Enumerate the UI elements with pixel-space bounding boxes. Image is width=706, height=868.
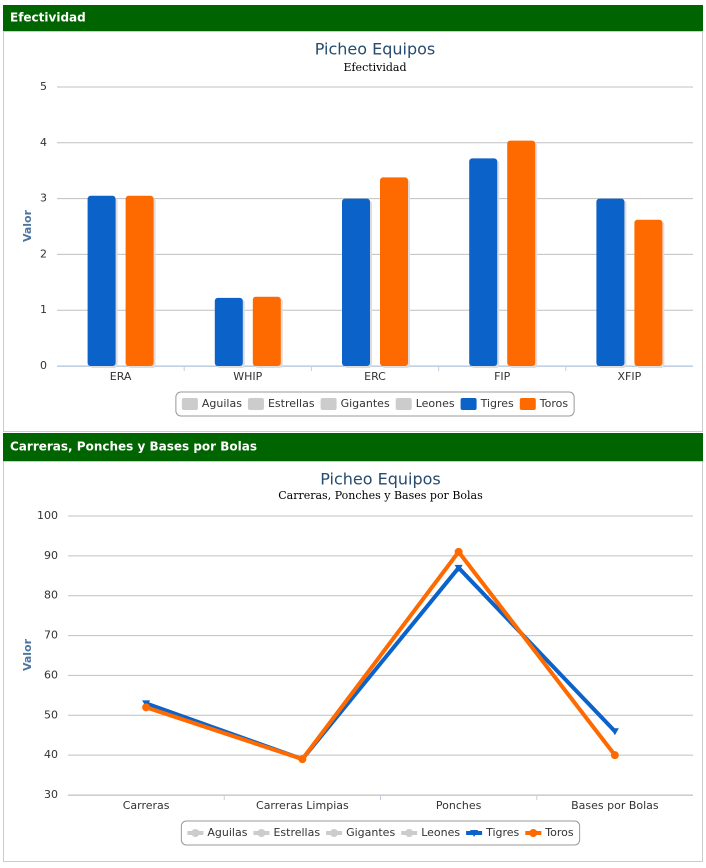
point <box>454 564 463 572</box>
point <box>142 703 151 712</box>
legend-label: Estrellas <box>273 826 320 839</box>
y-tick-label: 80 <box>44 589 58 602</box>
y-tick-label: 100 <box>37 509 58 522</box>
chart-subtitle: Efectividad <box>343 61 406 74</box>
y-tick-label: 40 <box>44 748 58 761</box>
legend-label: Gigantes <box>346 826 395 839</box>
bar <box>507 140 536 366</box>
y-tick-label: 70 <box>44 629 58 642</box>
bar <box>634 219 663 366</box>
y-tick-label: 1 <box>40 303 47 316</box>
y-axis-label: Valor <box>21 209 34 242</box>
section-header <box>3 5 703 31</box>
legend-label: Leones <box>421 826 460 839</box>
y-tick-label: 60 <box>44 668 58 681</box>
legend-marker <box>470 830 479 837</box>
legend-label: Tigres <box>480 397 514 410</box>
y-tick-label: 90 <box>44 549 58 562</box>
bar <box>342 198 370 366</box>
chart-subtitle: Carreras, Ponches y Bases por Bolas <box>278 489 483 502</box>
point <box>610 728 619 736</box>
legend <box>180 820 581 846</box>
bar <box>87 195 116 366</box>
chart-title: Picheo Equipos <box>320 470 441 489</box>
section-title: Carreras, Ponches y Bases por Bolas <box>10 440 257 454</box>
y-tick-label: 0 <box>40 359 47 372</box>
line <box>145 549 617 762</box>
chart-title: Picheo Equipos <box>315 40 436 59</box>
legend-label: Toros <box>544 826 574 839</box>
x-tick-label: Ponches <box>436 799 482 812</box>
legend-symbol <box>395 398 412 410</box>
legend-marker <box>405 829 414 837</box>
bar <box>596 198 625 366</box>
y-tick-label: 3 <box>40 192 47 205</box>
y-tick-label: 2 <box>40 247 47 260</box>
bar <box>214 297 243 366</box>
point <box>610 751 619 760</box>
x-tick-label: ERC <box>364 370 386 383</box>
point <box>454 547 463 556</box>
y-axis-label: Valor <box>21 638 34 671</box>
x-tick-label: WHIP <box>233 370 262 383</box>
legend-label: Aguilas <box>207 826 247 839</box>
legend-marker <box>330 829 339 837</box>
x-tick-label: FIP <box>494 370 511 383</box>
section-title: Efectividad <box>10 11 86 25</box>
legend-marker <box>257 829 266 837</box>
legend-label: Gigantes <box>341 397 390 410</box>
section-header <box>3 433 703 461</box>
legend-label: Aguilas <box>202 397 242 410</box>
legend-symbol <box>320 398 337 410</box>
y-tick-label: 30 <box>44 788 58 801</box>
legend-label: Leones <box>416 397 455 410</box>
legend-label: Estrellas <box>268 397 315 410</box>
x-tick-label: ERA <box>110 370 132 383</box>
legend-label: Toros <box>539 397 569 410</box>
legend-label: Tigres <box>485 826 519 839</box>
point <box>298 755 307 764</box>
y-tick-label: 4 <box>40 136 47 149</box>
y-tick-label: 5 <box>40 80 47 93</box>
legend-marker <box>529 829 538 837</box>
bar <box>125 195 154 366</box>
y-tick-label: 50 <box>44 708 58 721</box>
x-tick-label: Carreras Limpias <box>256 799 349 812</box>
legend-symbol <box>181 398 198 410</box>
legend-symbol <box>460 398 477 410</box>
legend-symbol <box>519 398 536 410</box>
bar <box>380 177 408 366</box>
x-tick-label: XFIP <box>618 370 642 383</box>
bar <box>469 158 498 366</box>
bar <box>252 296 281 366</box>
x-tick-label: Carreras <box>123 799 170 812</box>
legend-symbol <box>247 398 264 410</box>
legend-marker <box>191 829 200 837</box>
x-tick-label: Bases por Bolas <box>571 799 659 812</box>
